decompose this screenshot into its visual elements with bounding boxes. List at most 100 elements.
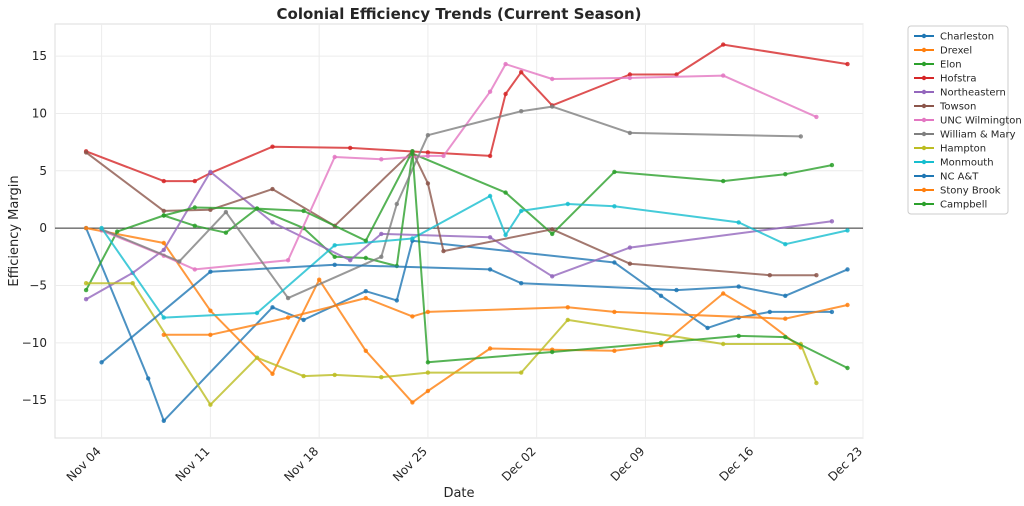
data-point xyxy=(332,262,337,267)
y-tick-label: −5 xyxy=(29,278,47,292)
data-point xyxy=(627,130,633,136)
data-point xyxy=(425,133,431,138)
data-point xyxy=(721,291,726,296)
data-point xyxy=(503,91,508,97)
data-point xyxy=(161,208,166,214)
data-point xyxy=(192,267,197,272)
data-point xyxy=(270,186,275,192)
data-point xyxy=(208,332,213,337)
legend-swatch-marker xyxy=(921,89,927,95)
data-point xyxy=(83,287,89,293)
series-line xyxy=(101,63,817,271)
data-point xyxy=(254,355,260,360)
data-point xyxy=(161,240,166,246)
legend-box xyxy=(907,25,1009,215)
data-point xyxy=(379,254,384,259)
data-point xyxy=(783,242,788,247)
data-point xyxy=(845,302,850,308)
legend: Charleston Drexel Elon Hofstra Northeastern T… xyxy=(907,25,1022,215)
data-point xyxy=(146,376,151,381)
data-point xyxy=(814,380,819,386)
data-point xyxy=(845,61,850,67)
legend-swatch-marker xyxy=(921,201,927,207)
y-tick-label: −15 xyxy=(22,393,47,407)
data-point xyxy=(814,114,819,120)
data-point xyxy=(161,332,166,337)
data-point xyxy=(161,315,166,320)
data-point xyxy=(83,297,89,302)
data-point xyxy=(363,289,368,294)
legend-swatch-marker xyxy=(921,47,927,53)
data-point xyxy=(332,154,337,160)
data-point xyxy=(285,315,291,320)
data-point xyxy=(550,104,555,109)
data-point xyxy=(736,220,741,225)
data-point xyxy=(612,309,617,315)
data-point xyxy=(487,153,493,159)
data-point xyxy=(829,309,835,315)
data-point xyxy=(441,153,446,159)
y-axis-ticks: −15 −10 −5 0 5 10 15 xyxy=(22,49,47,407)
y-axis-label: Efficiency Margin xyxy=(7,175,22,286)
data-point xyxy=(379,231,384,237)
data-point xyxy=(379,375,384,380)
data-point xyxy=(783,334,788,340)
legend-entry-label: Drexel xyxy=(940,46,972,57)
data-point xyxy=(752,309,757,315)
legend-swatch-marker xyxy=(921,145,927,151)
legend-swatch-marker xyxy=(921,131,927,137)
series-line xyxy=(85,227,832,422)
data-point xyxy=(363,238,368,243)
data-point xyxy=(627,75,633,81)
data-point xyxy=(550,231,555,237)
data-point xyxy=(301,208,306,214)
data-point xyxy=(192,205,197,210)
legend-swatch-marker xyxy=(921,33,927,39)
data-point xyxy=(798,134,803,139)
data-point xyxy=(487,235,493,240)
legend-swatch-marker xyxy=(921,117,927,123)
series-group xyxy=(83,42,850,423)
data-point xyxy=(783,172,788,177)
data-point xyxy=(565,201,570,207)
data-point xyxy=(721,341,726,347)
data-point xyxy=(348,145,353,151)
data-point xyxy=(254,206,260,211)
legend-entry-label: Hampton xyxy=(940,144,986,155)
data-point xyxy=(829,162,835,168)
data-point xyxy=(285,258,291,263)
data-point xyxy=(674,72,679,77)
data-point xyxy=(192,223,197,228)
data-point xyxy=(674,287,679,293)
data-point xyxy=(425,150,431,155)
data-point xyxy=(767,309,772,315)
data-point xyxy=(410,236,415,241)
legend-entry-label: Campbell xyxy=(940,200,987,211)
data-point xyxy=(612,204,617,209)
data-point xyxy=(425,370,431,375)
data-point xyxy=(410,149,415,154)
data-point xyxy=(161,247,166,253)
y-tick-label: 15 xyxy=(32,49,47,63)
data-point xyxy=(814,273,819,278)
data-point xyxy=(270,305,275,310)
legend-entry-label: UNC Wilmington xyxy=(940,116,1022,127)
data-point xyxy=(332,243,337,248)
legend-entry-label: William & Mary xyxy=(940,130,1016,141)
series-monmouth xyxy=(99,193,850,320)
legend-swatch-marker xyxy=(921,173,927,179)
data-point xyxy=(270,144,275,149)
data-point xyxy=(363,255,368,261)
data-point xyxy=(161,178,166,184)
series-line xyxy=(85,150,817,277)
data-point xyxy=(425,360,431,365)
data-point xyxy=(301,317,306,323)
data-point xyxy=(721,178,726,184)
data-point xyxy=(99,225,104,231)
legend-swatch-marker xyxy=(921,75,927,81)
data-point xyxy=(425,309,431,315)
y-tick-label: −10 xyxy=(22,336,47,350)
legend-entry-label: NC A&T xyxy=(940,172,979,183)
data-point xyxy=(550,76,555,82)
